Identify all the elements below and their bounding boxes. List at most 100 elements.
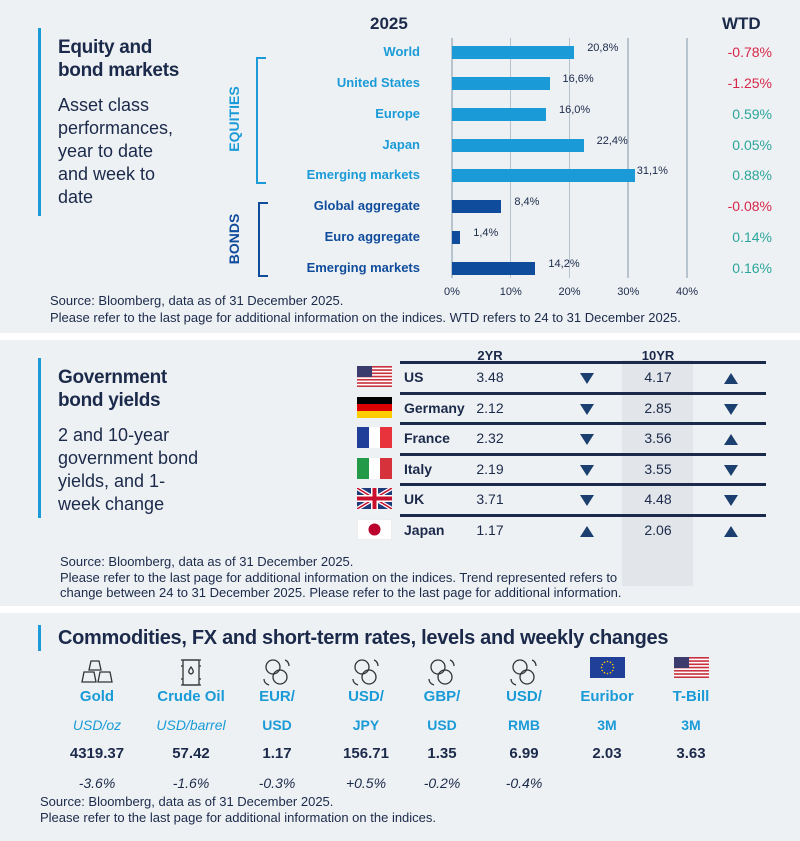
uk-flag-icon [355,486,394,511]
table-row: Germany 2.12 2.85 [400,391,766,422]
source-note: Source: Bloomberg, data as of 31 Decembe… [40,794,334,809]
country-name: Japan [404,521,445,538]
us-flag-icon [646,657,736,685]
bar [452,139,584,152]
category-label: Euro aggregate [324,229,420,244]
commodity-value: 4319.37 [69,745,125,762]
title-line: Equity and [58,37,153,58]
wtd-value: 0.05% [732,137,772,153]
x-tick-label: 40% [675,286,699,298]
commodity-name: EUR/ [259,688,295,705]
commodity-unit: USD [427,717,457,733]
bar-value-label: 1,4% [473,227,499,239]
gridline [509,38,512,278]
yield-10yr: 3.56 [644,430,672,446]
accent-bar [38,625,41,651]
equities-label: EQUITIES [226,86,242,152]
commodity-unit: 3M [597,717,617,733]
bar-value-label: 22,4% [596,135,628,147]
trend-down-icon [724,403,738,415]
x-tick-label: 0% [444,286,460,298]
commodities-panel: Commodities, FX and short-term rates, le… [0,613,800,841]
yield-10yr: 2.85 [644,399,672,416]
panel-subtitle: 2 and 10-year government bond yields, and … [58,424,198,516]
source-note: Source: Bloomberg, data as of 31 Decembe… [50,293,344,308]
table-row: UK 3.71 4.48 [400,483,766,513]
subtitle-line: Asset class [58,95,150,115]
category-label: Europe [375,106,420,121]
bar [452,262,536,275]
bar-value-label: 31,1% [636,165,668,177]
commodity-name: T-Bill [672,688,710,705]
government-yields-panel: Government bond yields 2 and 10-year gover… [0,340,800,606]
subtitle-line: performances, [58,118,174,138]
commodity-change: +0.5% [345,775,387,791]
gridline [627,38,629,278]
commodity-change: -0.4% [505,775,543,791]
source-note: Please refer to the last page for additi… [60,570,618,585]
trend-up-icon [724,434,738,445]
col-2yr-header: 2YR [477,348,503,363]
trend-down-icon [580,373,594,384]
commodity-unit: 3M [681,717,701,733]
yield-2yr: 1.17 [476,521,504,538]
yield-2yr: 3.71 [476,491,504,507]
commodity-value: 57.42 [172,745,210,762]
trend-down-icon [724,495,738,506]
panel-title: Government bond yields [58,366,167,412]
gridline [568,38,570,278]
de-flag-icon [357,396,392,418]
source-note: Source: Bloomberg, data as of 31 Decembe… [60,554,354,569]
trend-up-icon [724,525,738,537]
trend-down-icon [724,464,738,476]
yield-2yr: 2.32 [476,430,504,446]
commodity-value: 1.35 [427,745,457,762]
gridline [686,38,688,278]
yield-10yr: 2.06 [644,521,672,538]
x-tick-label: 20% [558,286,581,298]
title-line: Government [58,367,167,388]
yield-10yr: 3.55 [644,460,672,477]
panel-title: Commodities, FX and short-term rates, le… [58,627,669,649]
country-name: UK [404,491,425,507]
category-label: Emerging markets [306,260,420,275]
trend-up-icon [580,525,594,537]
us-flag-icon [357,366,392,388]
commodity-value: 1.17 [262,745,292,762]
yield-2yr: 2.19 [476,460,504,477]
commodity-name: USD/ [506,688,542,705]
jp-flag-icon [356,518,393,540]
yield-10yr: 4.48 [644,491,672,507]
title-line: bond yields [58,390,161,411]
country-name: France [404,430,450,446]
category-label: World [383,44,420,59]
wtd-value: -0.78% [727,44,772,60]
subtitle-line: 2 and 10-year [58,425,170,445]
subtitle-line: and week to [58,164,156,184]
subtitle-line: yields, and 1- [58,471,166,491]
source-note: change between 24 to 31 December 2025. P… [60,585,622,600]
wtd-value: -1.25% [727,75,772,91]
title-line: bond markets [58,60,179,81]
accent-bar [38,28,41,216]
commodity-unit: JPY [352,717,380,733]
bar [452,108,546,121]
source-note: Please refer to the last page for additi… [40,810,437,825]
equity-bond-panel: Equity and bond markets Asset class perfor… [0,0,800,333]
commodity-name: Euribor [580,688,634,705]
trend-down-icon [580,495,594,506]
equities-bracket [256,57,266,184]
oil-barrel-icon [146,657,236,686]
bar-value-label: 20,8% [587,42,619,54]
commodity-value: 6.99 [509,745,539,762]
commodity-change: -0.2% [423,775,461,791]
wtd-value: 0.88% [732,167,772,183]
trend-up-icon [724,373,738,384]
wtd-value: 0.16% [732,260,772,276]
currency-exchange-icon [232,657,322,686]
bar [452,231,461,244]
subtitle-line: date [58,187,94,207]
commodity-name: GBP/ [423,688,461,705]
country-name: Germany [404,399,465,416]
subtitle-line: government bond [58,448,199,468]
